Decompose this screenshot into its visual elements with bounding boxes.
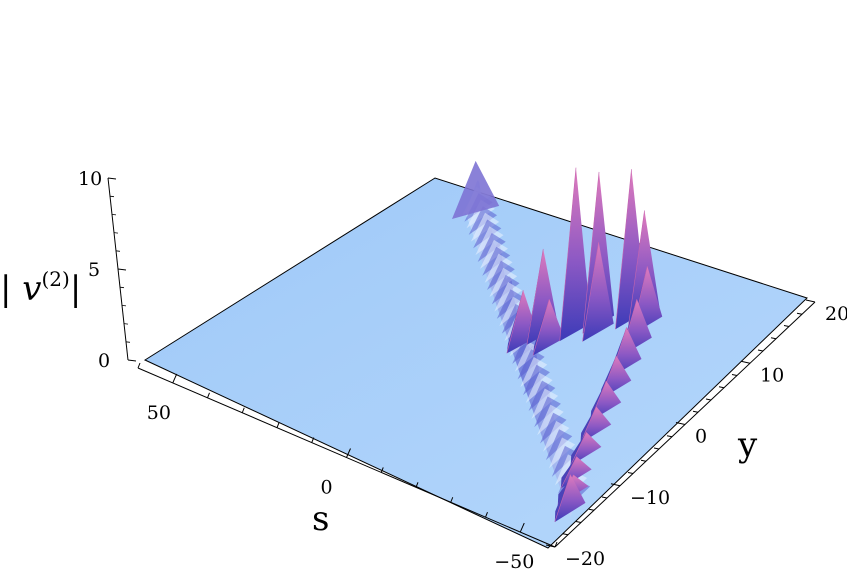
z-tick-mark (127, 359, 137, 362)
ridge-peak-edge (570, 432, 587, 466)
s-tick-mark (415, 482, 419, 488)
y-tick-mark (653, 447, 660, 450)
y-tick-mark (562, 533, 569, 536)
y-tick-label: −20 (565, 548, 605, 570)
ridge-layer (451, 160, 663, 523)
y-tick-mark (757, 349, 764, 352)
z-minor-tick (115, 250, 121, 252)
z-minor-tick (111, 214, 117, 216)
s-tick-label: 50 (147, 402, 171, 424)
z-tick-label: 5 (88, 259, 100, 281)
z-axis-title-end: | (70, 269, 81, 309)
z-minor-tick (109, 195, 115, 198)
z-minor-tick (113, 232, 119, 234)
y-tick-mark (627, 472, 634, 474)
ridge-peak (570, 432, 602, 466)
z-tick-mark (107, 177, 117, 180)
ridge-peak (554, 474, 586, 523)
z-minor-tick (125, 341, 131, 343)
y-tick-mark (796, 312, 803, 315)
z-tick-label: 0 (98, 350, 110, 372)
ridge-peak-edge (532, 298, 550, 356)
ridge-peak (533, 299, 565, 356)
s-tick-mark (346, 448, 351, 458)
y-tick-mark (588, 508, 595, 511)
s-tick-mark (450, 497, 454, 503)
z-axis-title: | v(2)| (0, 267, 81, 309)
y-axis-ticks: 20 10 0 −10 −20 (545, 299, 847, 570)
y-tick-label: 20 (825, 303, 847, 325)
y-tick-label: 10 (760, 364, 784, 386)
y-tick-mark (770, 337, 777, 340)
s-tick-label: −50 (494, 551, 534, 573)
y-tick-label: −10 (630, 487, 670, 509)
ridge-peak-edge (582, 171, 600, 334)
ridge-peak-edge (554, 474, 571, 523)
y-tick-mark (731, 374, 738, 376)
s-tick-mark (519, 522, 525, 533)
s-tick-mark (311, 437, 315, 443)
z-minor-tick (123, 323, 129, 325)
ridge-peak-edge (526, 248, 544, 345)
z-tick-label: 10 (78, 168, 102, 190)
z-minor-tick (119, 286, 125, 289)
z-tick-mark (117, 268, 127, 271)
s-axis-ticks: 50 0 −50 (137, 362, 558, 573)
ridge-peak (582, 241, 614, 342)
y-tick-mark (640, 459, 647, 462)
y-tick-mark (675, 422, 686, 425)
y-tick-mark (705, 398, 712, 401)
z-axis-ticks: 10 5 0 (78, 168, 137, 372)
s-tick-mark (276, 422, 280, 428)
y-tick-label: 0 (695, 426, 707, 448)
y-tick-mark (783, 325, 790, 327)
ridge-peak-edge (506, 290, 524, 354)
y-tick-mark (718, 386, 725, 389)
y-axis-title: y (737, 425, 758, 465)
s-tick-mark (485, 511, 488, 518)
y-tick-mark (692, 410, 699, 413)
y-tick-mark (805, 299, 816, 303)
y-tick-mark (601, 496, 608, 499)
ridge-peak (559, 167, 592, 342)
ridge-ripple (551, 445, 579, 477)
y-tick-mark (666, 435, 673, 438)
s-tick-mark (137, 362, 141, 369)
ridge-peak-edge (559, 167, 577, 342)
s-axis-title: s (312, 499, 329, 539)
y-tick-mark (575, 521, 582, 523)
ridge-peak-edge (582, 241, 599, 342)
y-tick-mark (740, 360, 751, 364)
s-tick-mark (207, 392, 210, 399)
s-tick-mark (172, 373, 178, 384)
s-tick-mark (241, 407, 245, 413)
z-minor-tick (121, 305, 127, 307)
ridge-peak-edge (580, 406, 597, 444)
ridge-peak-edge (560, 456, 577, 489)
ridge-peak-edge (615, 169, 632, 330)
y-tick-mark (545, 544, 556, 548)
s-tick-label: 0 (321, 477, 333, 499)
y-tick-mark (610, 483, 621, 487)
ridge-peak-edge (628, 210, 645, 326)
ridge-hump (451, 160, 500, 219)
z-axis-title-sup: (2) (41, 267, 69, 291)
s-tick-mark (380, 467, 384, 473)
